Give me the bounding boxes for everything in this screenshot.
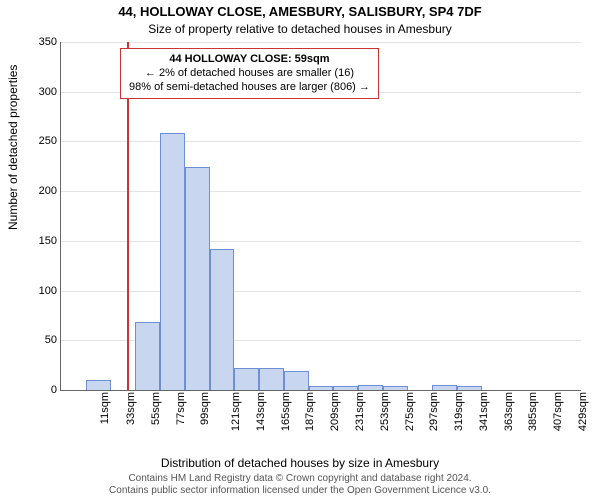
annotation-box: 44 HOLLOWAY CLOSE: 59sqm ← 2% of detached… — [120, 48, 379, 99]
histogram-bar — [358, 385, 383, 390]
x-tick-label: 319sqm — [453, 392, 465, 431]
x-tick-label: 429sqm — [577, 392, 589, 431]
gridline — [61, 191, 581, 192]
y-tick-label: 100 — [39, 285, 57, 297]
x-tick-label: 99sqm — [199, 392, 211, 425]
histogram-bar — [383, 386, 408, 390]
histogram-bar — [160, 133, 185, 390]
y-tick-label: 150 — [39, 235, 57, 247]
footer-line-1: Contains HM Land Registry data © Crown c… — [128, 473, 471, 484]
x-tick-label: 407sqm — [552, 392, 564, 431]
x-tick-label: 165sqm — [280, 392, 292, 431]
x-tick-label: 231sqm — [354, 392, 366, 431]
histogram-bar — [210, 249, 235, 390]
footer-attribution: Contains HM Land Registry data © Crown c… — [0, 473, 600, 496]
y-tick-label: 50 — [45, 334, 57, 346]
histogram-bar — [333, 386, 358, 390]
gridline — [61, 241, 581, 242]
histogram-bar — [234, 368, 259, 390]
x-tick-label: 297sqm — [428, 392, 440, 431]
annotation-line-2: ← 2% of detached houses are smaller (16) — [145, 67, 354, 79]
x-tick-label: 253sqm — [379, 392, 391, 431]
x-tick-label: 275sqm — [404, 392, 416, 431]
histogram-bar — [457, 386, 482, 390]
x-tick-label: 209sqm — [329, 392, 341, 431]
gridline — [61, 291, 581, 292]
annotation-line-1: 44 HOLLOWAY CLOSE: 59sqm — [169, 53, 329, 65]
x-tick-label: 341sqm — [478, 392, 490, 431]
y-tick-label: 300 — [39, 86, 57, 98]
x-tick-label: 33sqm — [125, 392, 137, 425]
y-tick-label: 200 — [39, 185, 57, 197]
histogram-bar — [135, 322, 160, 390]
x-tick-label: 385sqm — [527, 392, 539, 431]
x-tick-label: 121sqm — [230, 392, 242, 431]
histogram-bar — [86, 380, 111, 390]
annotation-line-3: 98% of semi-detached houses are larger (… — [129, 81, 370, 93]
chart-subtitle: Size of property relative to detached ho… — [0, 22, 600, 36]
chart-title: 44, HOLLOWAY CLOSE, AMESBURY, SALISBURY,… — [0, 4, 600, 19]
footer-line-2: Contains public sector information licen… — [109, 485, 491, 496]
x-tick-label: 187sqm — [305, 392, 317, 431]
x-tick-label: 363sqm — [503, 392, 515, 431]
x-tick-label: 11sqm — [100, 392, 112, 424]
histogram-bar — [432, 385, 457, 390]
y-tick-label: 250 — [39, 135, 57, 147]
x-tick-label: 77sqm — [175, 392, 187, 425]
y-tick-label: 350 — [39, 36, 57, 48]
histogram-bar — [309, 386, 334, 390]
histogram-bar — [284, 371, 309, 390]
gridline — [61, 42, 581, 43]
histogram-bar — [185, 167, 210, 390]
histogram-bar — [259, 368, 284, 390]
x-axis-label: Distribution of detached houses by size … — [0, 456, 600, 470]
y-tick-label: 0 — [51, 384, 57, 396]
x-tick-label: 55sqm — [150, 392, 162, 425]
gridline — [61, 141, 581, 142]
x-tick-label: 143sqm — [255, 392, 267, 431]
y-axis-label: Number of detached properties — [6, 65, 20, 230]
